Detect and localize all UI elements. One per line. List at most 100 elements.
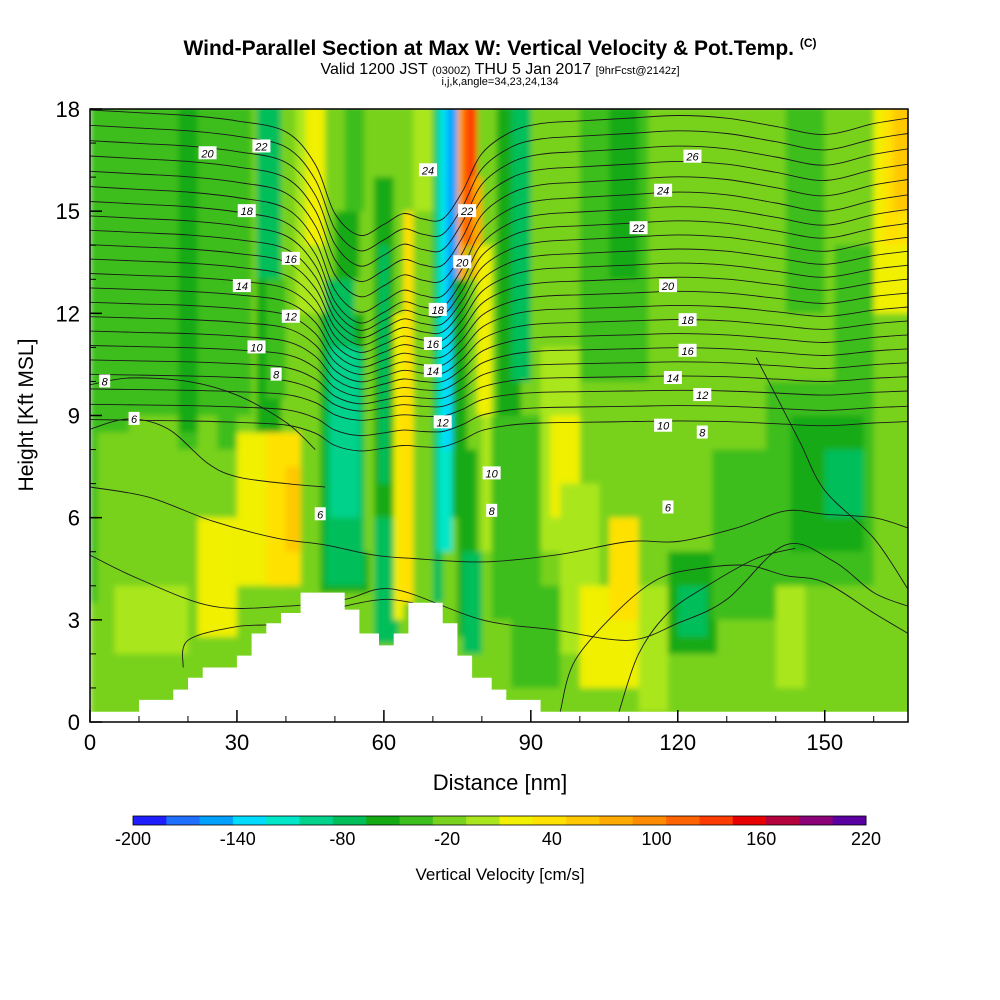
colorbar-swatch — [699, 816, 734, 825]
velocity-cell — [114, 585, 188, 654]
isentrope-label-text: 24 — [656, 186, 669, 198]
isentrope-label-text: 16 — [427, 339, 440, 351]
isentrope-label-text: 8 — [102, 376, 109, 388]
velocity-cell — [638, 585, 668, 712]
isentrope-label-text: 8 — [273, 370, 280, 382]
x-tick-label: 60 — [372, 730, 396, 755]
velocity-cell — [677, 585, 708, 637]
isentrope-label-bg — [482, 466, 501, 480]
isentrope-label: 10 — [247, 340, 266, 354]
isentrope-label: 20 — [453, 255, 472, 269]
colorbar-swatch — [832, 816, 867, 825]
y-tick-label: 6 — [68, 506, 80, 531]
isentrope-label: 12 — [693, 388, 712, 402]
isentrope-line — [90, 258, 908, 353]
title-text: Wind-Parallel Section at Max W: Vertical… — [183, 37, 794, 60]
isentrope-line — [559, 564, 908, 712]
colorbar-swatch — [632, 816, 667, 825]
chart-subtitle: Valid 1200 JST (0300Z) THU 5 Jan 2017 [9… — [0, 61, 1000, 79]
velocity-cell — [197, 517, 237, 637]
isentrope-line — [755, 357, 908, 590]
isentrope-label: 6 — [662, 500, 674, 514]
isentrope-label-bg — [486, 503, 498, 517]
y-axis-label: Height [Kft MSL] — [15, 339, 38, 492]
isentrope-label: 24 — [418, 163, 437, 177]
isentrope-label-bg — [683, 149, 702, 163]
valid-date: THU 5 Jan 2017 — [474, 61, 592, 78]
isentrope-line — [90, 170, 908, 298]
colorbar-swatch — [499, 816, 534, 825]
isentrope-label: 20 — [658, 279, 677, 293]
isentrope-label-bg — [662, 500, 674, 514]
axes: 0 30 60 90 120 150 0 3 6 9 12 15 18 — [56, 97, 875, 755]
velocity-cell — [90, 109, 98, 603]
x-axis-label: Distance [nm] — [433, 770, 568, 795]
velocity-cell — [824, 449, 864, 518]
isentrope-label: 8 — [99, 374, 111, 388]
x-tick-label: 120 — [659, 730, 696, 755]
velocity-cell — [344, 109, 365, 212]
copyright-mark: (C) — [799, 36, 817, 50]
velocity-cell — [305, 109, 326, 246]
isentrope-label-bg — [654, 418, 673, 432]
isentrope-line — [90, 186, 908, 313]
colorbar-swatch — [232, 816, 267, 825]
isentrope-label-bg — [433, 415, 452, 429]
y-tick-label: 0 — [68, 710, 80, 735]
colorbar-tick-label: 100 — [642, 829, 672, 849]
isentrope-label-text: 10 — [657, 421, 670, 433]
colorbar-tick-label: -140 — [220, 829, 256, 849]
isentrope-label: 8 — [486, 503, 498, 518]
velocity-cell — [462, 551, 482, 654]
isentrope-label-text: 14 — [236, 281, 248, 293]
colorbar-swatch — [566, 816, 600, 825]
isentrope-line — [90, 330, 908, 390]
isentrope-line — [90, 140, 908, 267]
valid-utc: (0300Z) — [431, 65, 471, 77]
isentrope-label: 16 — [423, 336, 442, 351]
isentrope-label-text: 20 — [455, 257, 469, 269]
isentrope-line — [90, 201, 908, 324]
isentrope-label-bg — [128, 411, 140, 425]
isentrope-label: 20 — [198, 146, 217, 160]
isentrope-label-text: 20 — [661, 281, 675, 293]
isentrope-label-bg — [252, 139, 271, 153]
x-tick-label: 30 — [225, 730, 249, 755]
isentrope-label-bg — [314, 507, 326, 521]
velocity-cell — [413, 109, 433, 212]
velocity-cell — [467, 109, 477, 212]
isentrope-line — [90, 287, 908, 368]
velocity-cell — [197, 109, 218, 416]
isentrope-line — [90, 109, 908, 236]
isentrope-label-bg — [678, 313, 697, 327]
x-tick-label: 0 — [84, 730, 96, 755]
isentrope-label-text: 18 — [241, 206, 254, 218]
valid-prefix: Valid 1200 JST — [320, 61, 428, 78]
isentrope-label-text: 10 — [486, 468, 499, 480]
isentrope-label-bg — [629, 221, 648, 235]
velocity-cell — [472, 177, 482, 280]
velocity-cell — [330, 347, 360, 518]
colorbar-swatch — [133, 816, 167, 825]
velocity-cell — [364, 109, 375, 552]
isentrope-label: 8 — [270, 367, 282, 382]
isentrope-label-text: 12 — [285, 312, 297, 324]
isentrope-line — [90, 316, 908, 383]
isentrope-label: 16 — [678, 343, 697, 358]
velocity-cell — [403, 211, 414, 450]
isentrope-label: 22 — [629, 221, 648, 235]
colorbar-swatch — [266, 816, 301, 825]
isentrope-label: 18 — [237, 204, 256, 218]
isentrope-label: 10 — [654, 418, 673, 433]
isentrope-line — [90, 345, 908, 397]
isentrope-label-bg — [658, 279, 677, 293]
forecast-label: [9hrFcst@2142z] — [595, 65, 680, 77]
isentrope-line — [90, 419, 908, 452]
isentrope-line — [618, 547, 796, 712]
colorbar: -200 -140 -80 -20 40 100 160 220 — [115, 815, 881, 849]
isentrope-label-bg — [423, 364, 442, 378]
isentrope-label: 24 — [654, 183, 673, 198]
isentrope-line — [90, 486, 908, 563]
isentrope-label-bg — [232, 279, 251, 293]
